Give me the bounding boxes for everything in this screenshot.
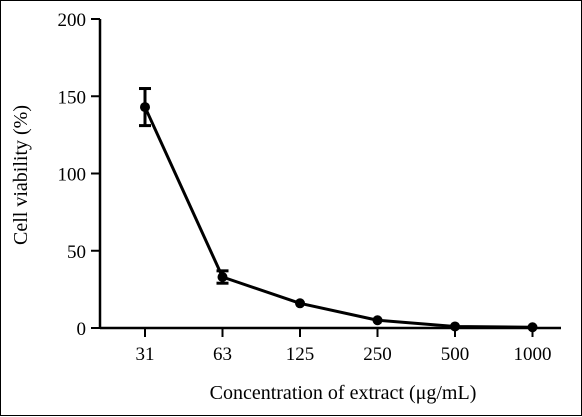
data-point — [450, 321, 460, 332]
x-ticks: 31 63 125 250 500 1000 — [136, 328, 552, 365]
x-tick-label: 31 — [136, 344, 155, 365]
data-point — [372, 315, 383, 326]
data-point — [217, 272, 228, 283]
y-tick-label: 100 — [58, 165, 87, 186]
plot-area — [139, 87, 538, 333]
x-tick-label: 250 — [363, 344, 392, 365]
data-point — [527, 322, 538, 333]
y-tick-label: 200 — [58, 10, 87, 31]
axes — [98, 19, 561, 330]
y-tick-label: 0 — [77, 319, 87, 340]
y-axis-title: Cell viability (%) — [10, 105, 32, 245]
x-tick-label: 1000 — [514, 344, 552, 365]
x-axis-title: Concentration of extract (μg/mL) — [210, 382, 477, 404]
x-tick-label: 125 — [286, 344, 315, 365]
y-tick-label: 50 — [67, 242, 86, 263]
y-ticks: 0 50 100 150 200 — [58, 10, 100, 340]
series-line — [143, 106, 533, 329]
x-tick-label: 63 — [213, 344, 232, 365]
x-tick-label: 500 — [441, 344, 470, 365]
y-tick-label: 150 — [58, 87, 87, 108]
data-point — [295, 298, 305, 309]
data-point — [140, 102, 150, 113]
